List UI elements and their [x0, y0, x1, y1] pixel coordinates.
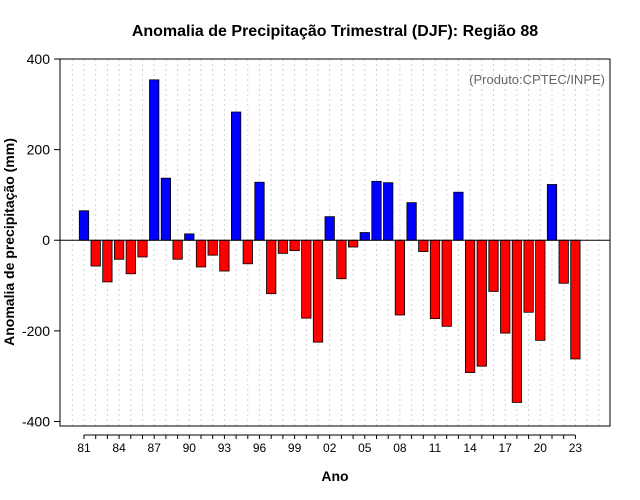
x-tick-label: 17: [499, 441, 513, 455]
bar-2016: [488, 239, 499, 292]
x-tick-label: 05: [358, 441, 372, 455]
x-tick-label: 11: [429, 441, 442, 455]
bar-2009: [406, 202, 417, 241]
bar-1983: [102, 239, 113, 283]
bar-1998: [277, 239, 289, 254]
bar-1993: [219, 239, 230, 272]
bar-1995: [242, 239, 253, 265]
bar-2013: [453, 191, 464, 241]
x-tick-label: 81: [77, 441, 91, 455]
y-tick-label: 200: [27, 142, 51, 158]
bar-1997: [266, 239, 277, 295]
bar-2018: [511, 239, 523, 403]
bar-2010: [418, 239, 429, 252]
x-axis-label: Ano: [321, 468, 348, 484]
bar-1992: [207, 239, 218, 256]
bar-2011: [429, 239, 441, 320]
x-tick-label: 93: [218, 441, 232, 455]
bar-1994: [230, 111, 242, 241]
bar-2022: [558, 239, 569, 284]
bar-1999: [289, 239, 300, 252]
bar-2014: [464, 239, 476, 373]
bar-2001: [312, 239, 324, 343]
y-axis-label: Anomalia de precipitação (mm): [1, 138, 17, 346]
chart-title: Anomalia de Precipitação Trimestral (DJF…: [132, 23, 538, 40]
bar-1989: [172, 239, 183, 260]
bar-2021: [546, 184, 558, 241]
bar-2006: [371, 180, 382, 241]
x-tick-label: 84: [112, 441, 126, 455]
bar-2017: [500, 239, 511, 334]
x-tick-label: 90: [183, 441, 197, 455]
x-tick-label: 02: [323, 441, 337, 455]
x-tick-label: 08: [393, 441, 407, 455]
bar-2008: [394, 239, 406, 316]
plot-frame: [59, 58, 611, 427]
y-axis: 400 200 0 -200 -400: [22, 51, 60, 429]
x-tick-label: 20: [534, 441, 548, 455]
bar-2005: [359, 232, 370, 241]
bar-1991: [195, 239, 207, 268]
bar-1996: [254, 181, 265, 241]
bar-2012: [441, 239, 452, 327]
bar-2000: [301, 239, 312, 319]
bar-2004: [347, 239, 359, 248]
y-tick-label: 400: [27, 51, 51, 67]
bar-1982: [90, 239, 101, 267]
bar-1984: [114, 239, 125, 260]
y-tick-label: 0: [42, 232, 50, 248]
bar-1990: [184, 233, 195, 241]
x-axis: 81 84 87 90 93 96 99 02 05 08 11 14 17 20 23: [77, 434, 583, 455]
y-tick-label: -200: [22, 323, 50, 339]
x-tick-label: 99: [288, 441, 302, 455]
x-tick-label: 23: [569, 441, 583, 455]
bars: [78, 79, 581, 403]
bar-1985: [125, 239, 136, 275]
grid: [71, 59, 600, 426]
bar-2019: [523, 239, 534, 313]
bar-2003: [336, 239, 347, 280]
x-tick-label: 96: [253, 441, 267, 455]
bar-2020: [535, 239, 546, 341]
bar-1986: [137, 239, 148, 258]
bar-1988: [160, 177, 171, 241]
bar-2002: [324, 216, 335, 241]
bar-1981: [78, 210, 90, 241]
y-tick-label: -400: [22, 413, 50, 429]
source-note: (Produto:CPTEC/INPE): [469, 72, 605, 87]
x-tick-label: 87: [148, 441, 162, 455]
bar-2015: [476, 239, 487, 367]
bar-2023: [570, 239, 581, 360]
bar-1987: [149, 79, 160, 241]
bar-2007: [383, 182, 394, 241]
x-tick-label: 14: [463, 441, 477, 455]
